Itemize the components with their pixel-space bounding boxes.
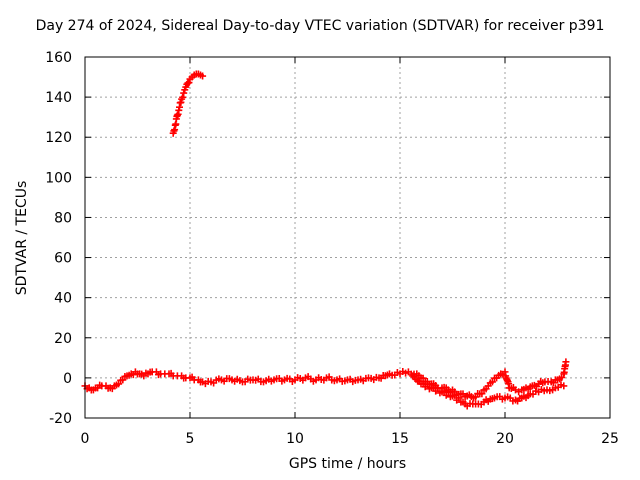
x-tick-label: 5 [186,431,195,447]
data-point [560,382,568,390]
series-high-arc [169,70,207,137]
series-main-trace [81,358,570,402]
y-tick-label: -20 [49,411,72,427]
data-point [440,387,448,395]
data-point [423,381,431,389]
grid-lines [85,57,610,418]
data-point [199,72,207,80]
y-tick-label: 60 [54,251,72,267]
data-point [478,390,486,398]
data-point [430,383,438,391]
x-axis-label: GPS time / hours [288,456,407,472]
x-tick-label: 20 [496,431,514,447]
data-point [455,394,463,402]
data-point [562,358,570,366]
data-point [115,380,123,388]
y-tick-label: 40 [54,291,72,307]
data-series [81,70,570,410]
y-tick-label: 20 [54,331,72,347]
data-point [444,389,452,397]
x-tick-label: 10 [286,431,304,447]
x-tick-label: 0 [81,431,90,447]
plot-frame [84,56,611,419]
data-point [434,385,442,393]
chart-title: Day 274 of 2024, Sidereal Day-to-day VTE… [35,18,605,34]
data-point [488,378,496,386]
data-point [185,79,193,87]
data-point [179,93,187,101]
y-axis-label: SDTVAR / TECUs [14,180,30,296]
x-tick-label: 25 [601,431,619,447]
data-point [558,373,566,381]
y-tick-label: 140 [45,90,72,106]
y-tick-label: 160 [45,50,72,66]
y-tick-label: 80 [54,210,72,226]
x-tick-label: 15 [391,431,409,447]
axis-ticks: -20 0 20 40 60 80 100 120 140 160 0 5 10 15 20 25 [45,50,619,447]
y-tick-label: 100 [45,170,72,186]
data-point [451,391,459,399]
series-lower-branch [409,372,568,410]
y-tick-label: 0 [63,371,72,387]
data-point [180,89,188,97]
y-tick-label: 120 [45,130,72,146]
